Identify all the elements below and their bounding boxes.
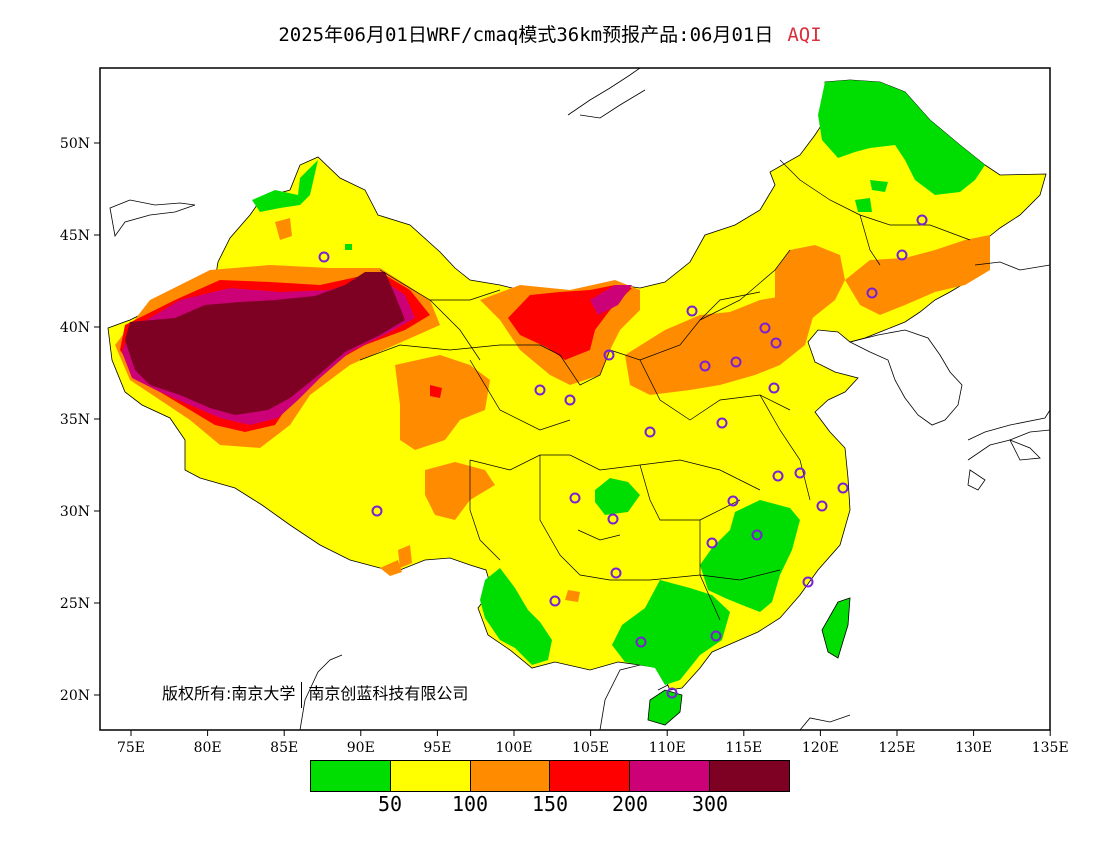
neighbor-coastlines [109,68,1050,730]
station-marker [730,356,742,368]
station-marker [607,513,619,525]
legend-label: 200 [611,792,649,816]
station-marker [371,505,383,517]
lon-label: 105E [572,740,609,756]
hainan-green [647,689,683,726]
station-marker [751,529,763,541]
lat-label: 20N [60,688,90,704]
lat-label: 45N [60,228,90,244]
legend-swatch [390,761,471,791]
legend-label: 100 [451,792,489,816]
legend-swatch [550,761,631,791]
station-marker [644,426,656,438]
longitude-axis: 75E 80E 85E 90E 95E 100E 105E 110E 115E 120E 125E 1… [117,730,1069,756]
lon-label: 110E [649,740,686,756]
station-marker [610,567,622,579]
station-markers [318,214,928,699]
legend-swatch [470,761,551,791]
station-marker [549,595,561,607]
station-marker [706,537,718,549]
map-title: 2025年06月01日WRF/cmaq模式36km预报产品:06月01日 AQI [0,20,1100,47]
lat-label: 35N [60,412,90,428]
legend-swatch [630,761,711,791]
legend-label: 50 [377,792,403,816]
copyright-org-creativelab: 南京创蓝科技有限公司 [308,684,469,703]
station-marker [896,249,908,261]
lon-label: 120E [802,740,839,756]
station-marker [318,251,330,263]
copyright-org-nju: 南京大学 [231,684,296,703]
legend-label: 150 [531,792,569,816]
lat-label: 25N [60,596,90,612]
title-main: 2025年06月01日WRF/cmaq模式36km预报产品:06月01日 [278,24,774,46]
lon-label: 90E [347,740,375,756]
station-marker [837,482,849,494]
lon-label: 85E [270,740,298,756]
station-marker [569,492,581,504]
lat-label: 30N [60,504,90,520]
aqi-legend-labels: 50 100 150 200 300 [310,792,790,818]
legend-swatch [311,761,391,791]
copyright-notice: 版权所有:南京大学 南京创蓝科技有限公司 [162,680,468,708]
station-marker [794,467,806,479]
lon-label: 125E [879,740,916,756]
station-marker [534,384,546,396]
station-marker [686,305,698,317]
copyright-separator [301,681,303,708]
legend-swatch [710,761,789,791]
lon-label: 95E [423,740,451,756]
station-marker [816,500,828,512]
station-marker [716,417,728,429]
station-marker [727,495,739,507]
station-marker [666,687,678,699]
lon-label: 135E [1032,740,1069,756]
station-marker [710,630,722,642]
title-variable: AQI [787,24,822,46]
province-borders [359,159,971,621]
station-marker [759,322,771,334]
latitude-axis: 50N 45N 40N 35N 30N 25N 20N [60,136,100,704]
china-region-yellow [107,79,1047,691]
station-marker [603,349,615,361]
station-marker [772,470,784,482]
lon-label: 115E [725,740,762,756]
lon-label: 130E [955,740,992,756]
station-marker [564,394,576,406]
aqi-color-legend [310,760,790,792]
station-marker [768,382,780,394]
lon-label: 80E [194,740,222,756]
station-marker [635,636,647,648]
maroon-region [125,272,405,415]
green-regions [252,80,985,685]
station-marker [802,576,814,588]
lon-label: 75E [117,740,145,756]
legend-label: 300 [691,792,729,816]
lon-label: 100E [496,740,533,756]
lat-label: 50N [60,136,90,152]
station-marker [699,360,711,372]
map-frame [99,67,1051,731]
lat-label: 40N [60,320,90,336]
copyright-owner-label: 版权所有: [162,684,232,703]
taiwan-green [821,597,851,659]
station-marker [770,337,782,349]
station-marker [866,287,878,299]
station-marker [916,214,928,226]
